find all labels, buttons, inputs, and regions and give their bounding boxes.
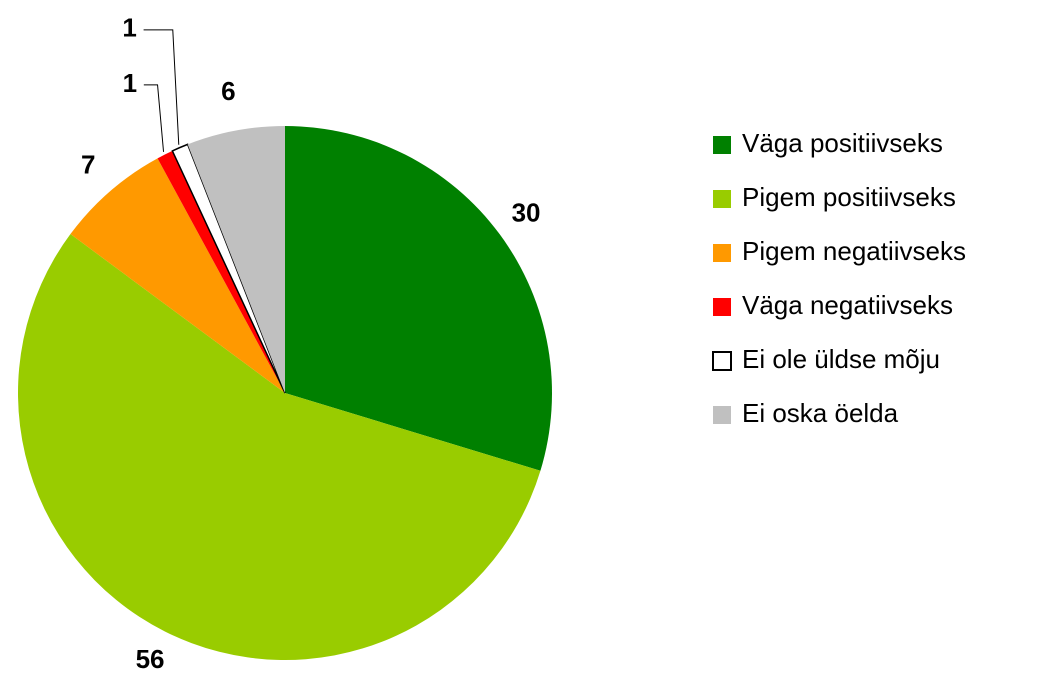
data-label: 1 (123, 68, 137, 98)
leader-line (143, 84, 165, 152)
legend-label: Pigem negatiivseks (742, 236, 966, 266)
legend-swatch (713, 406, 731, 424)
data-label: 56 (136, 644, 165, 674)
data-label: 7 (81, 149, 95, 179)
legend-swatch (712, 351, 732, 371)
legend-label: Väga positiivseks (742, 128, 943, 158)
legend-label: Ei ole üldse mõju (742, 344, 940, 374)
data-label: 6 (221, 76, 235, 106)
pie-slice (187, 126, 285, 393)
legend-swatch (713, 190, 731, 208)
legend-label: Pigem positiivseks (742, 182, 956, 212)
pie (17, 126, 552, 660)
pie-slice (285, 126, 552, 471)
data-labels: 30 56 7 1 1 6 (81, 13, 541, 674)
legend-swatch (713, 136, 731, 154)
legend-label: Ei oska öelda (742, 398, 899, 428)
legend: Väga positiivseks Pigem positiivseks Pigem… (712, 128, 966, 428)
data-label: 1 (122, 13, 136, 43)
pie-slice (157, 150, 285, 393)
pie-slice (171, 143, 286, 394)
legend-swatch (713, 298, 731, 316)
pie-slice (70, 158, 286, 393)
data-label: 30 (512, 197, 541, 227)
legend-label: Väga negatiivseks (742, 290, 953, 320)
pie-slice (17, 234, 541, 660)
legend-swatch (713, 244, 731, 262)
leader-line (143, 29, 180, 145)
